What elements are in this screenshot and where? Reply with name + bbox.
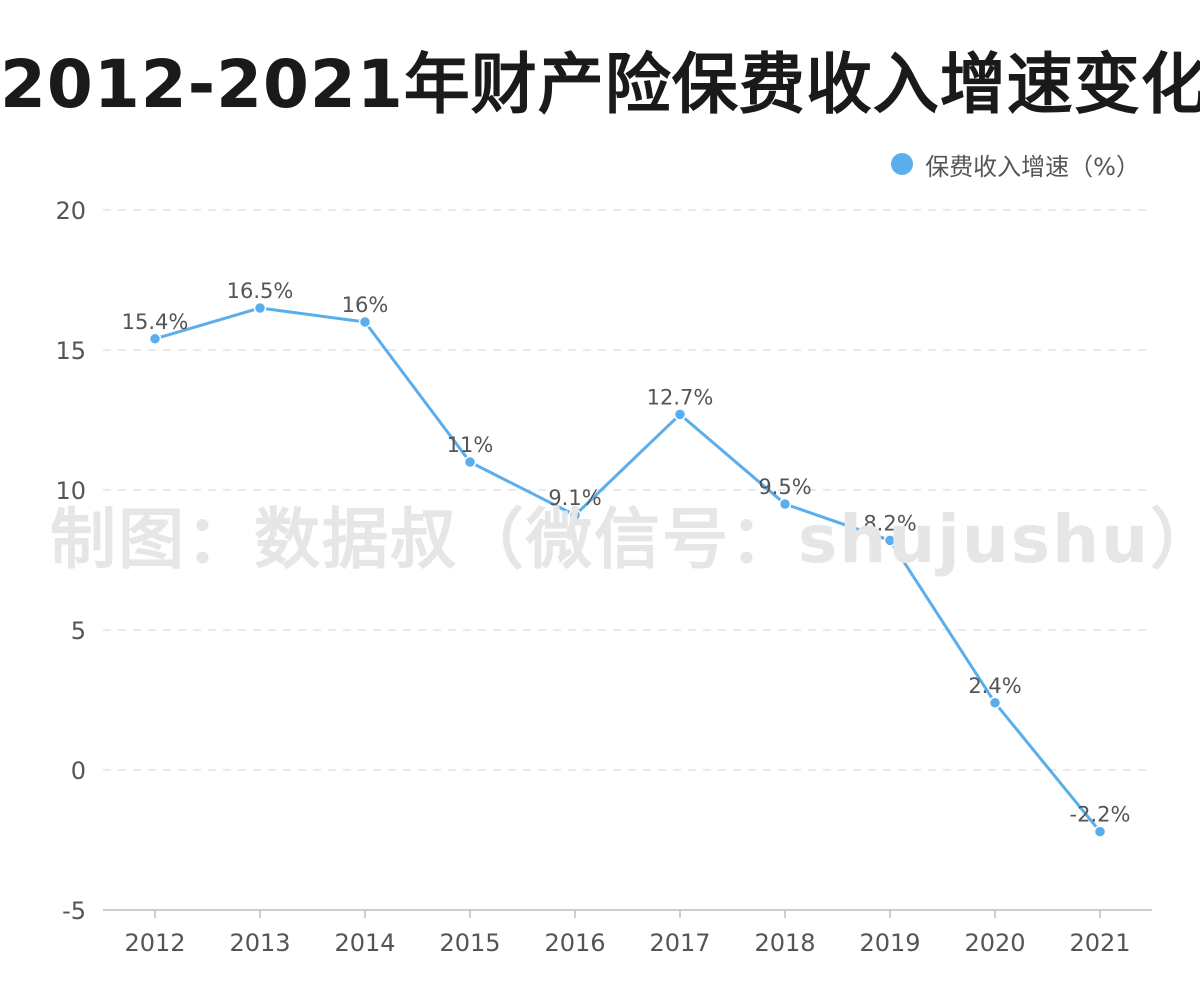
legend-marker-icon [891, 153, 914, 175]
gridlines [103, 209, 1152, 771]
chart-title: 2012-2021年财产险保费收入增速变化 [0, 46, 1200, 123]
data-point [988, 696, 1002, 710]
data-label: 2.4% [968, 674, 1021, 698]
x-tick-label: 2019 [859, 929, 920, 957]
x-tick-label: 2017 [649, 929, 710, 957]
data-label: 8.2% [863, 511, 916, 535]
data-label: 12.7% [647, 385, 714, 409]
data-point [673, 408, 687, 421]
data-label: 16% [342, 293, 389, 317]
data-label: 9.1% [548, 486, 601, 510]
x-tick-label: 2018 [754, 929, 815, 957]
data-label: 11% [447, 433, 494, 457]
series-line [148, 301, 1107, 838]
data-label: 15.4% [122, 310, 189, 334]
data-point [778, 497, 792, 511]
x-tick-label: 2012 [124, 929, 185, 957]
data-label: -2.2% [1070, 803, 1131, 827]
y-tick-label: 20 [55, 197, 86, 225]
y-tick-label: 10 [55, 477, 86, 505]
data-labels: 15.4% 16.5% 16% 11% 9.1% 12.7% 9.5% 8.2% 2.4% -2.… [122, 279, 1131, 827]
series-line-path [154, 306, 1102, 833]
data-point [148, 332, 162, 346]
legend: 保费收入增速（%） [891, 146, 1140, 182]
y-tick-label: -5 [62, 897, 86, 925]
x-tick-label: 2014 [334, 929, 395, 957]
data-point [358, 315, 372, 329]
y-tick-label: 5 [71, 617, 86, 645]
data-label: 9.5% [758, 475, 811, 499]
data-label: 16.5% [227, 279, 294, 303]
y-tick-label: 15 [55, 337, 86, 365]
x-tick-label: 2015 [439, 929, 500, 957]
data-point [568, 508, 582, 522]
y-tick-label: 0 [71, 757, 86, 785]
data-point [883, 534, 897, 547]
data-point [1093, 825, 1107, 838]
x-tick-label: 2013 [229, 929, 290, 957]
x-tick-label: 2016 [544, 929, 605, 957]
legend-label: 保费收入增速（%） [925, 152, 1140, 181]
data-point [253, 301, 267, 315]
x-tick-label: 2021 [1069, 929, 1130, 957]
data-point [463, 455, 477, 469]
x-tick-label: 2020 [964, 929, 1025, 957]
